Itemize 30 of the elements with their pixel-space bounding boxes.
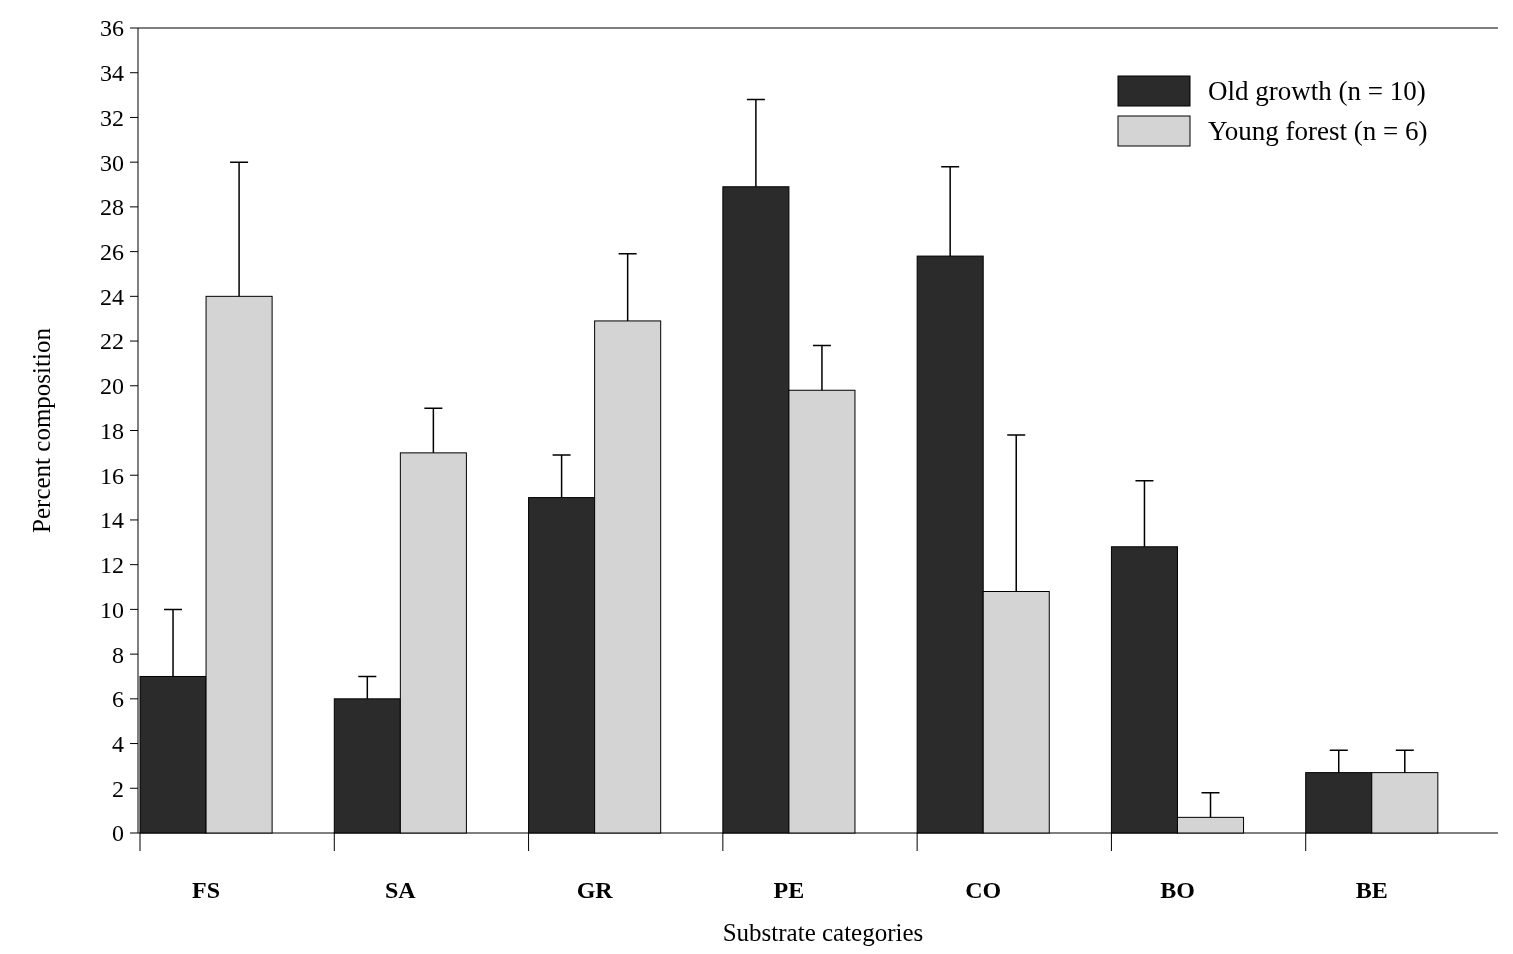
x-tick-label: GR	[576, 877, 614, 903]
y-axis-title: Percent composition	[28, 327, 55, 533]
x-tick-label: SA	[385, 877, 417, 903]
y-tick-label: 2	[112, 775, 124, 802]
y-tick-label: 4	[112, 730, 124, 757]
y-tick-label: 36	[100, 15, 124, 42]
y-tick-label: 10	[100, 596, 124, 623]
y-tick-label: 26	[100, 239, 124, 266]
y-tick-label: 20	[100, 373, 124, 400]
legend-label: Young forest (n = 6)	[1208, 116, 1428, 147]
x-axis-title: Substrate categories	[722, 919, 924, 946]
x-tick-label: CO	[965, 877, 1002, 903]
x-tick-label: FS	[192, 877, 221, 903]
x-tick-label: BE	[1355, 877, 1388, 903]
x-tick-label: BO	[1160, 877, 1195, 903]
y-tick-label: 32	[100, 104, 124, 131]
y-tick-label: 12	[100, 552, 124, 579]
y-tick-label: 18	[100, 417, 124, 444]
y-tick-label: 34	[100, 60, 124, 87]
y-tick-label: 0	[112, 820, 124, 847]
x-tick-label: PE	[773, 877, 805, 903]
y-tick-label: 6	[112, 686, 124, 713]
y-tick-label: 28	[100, 194, 124, 221]
y-tick-label: 8	[112, 641, 124, 668]
y-tick-label: 30	[100, 149, 124, 176]
y-tick-label: 22	[100, 328, 124, 355]
y-tick-label: 14	[100, 507, 124, 534]
y-tick-label: 24	[100, 283, 124, 310]
y-tick-label: 16	[100, 462, 124, 489]
legend-label: Old growth (n = 10)	[1208, 76, 1426, 107]
